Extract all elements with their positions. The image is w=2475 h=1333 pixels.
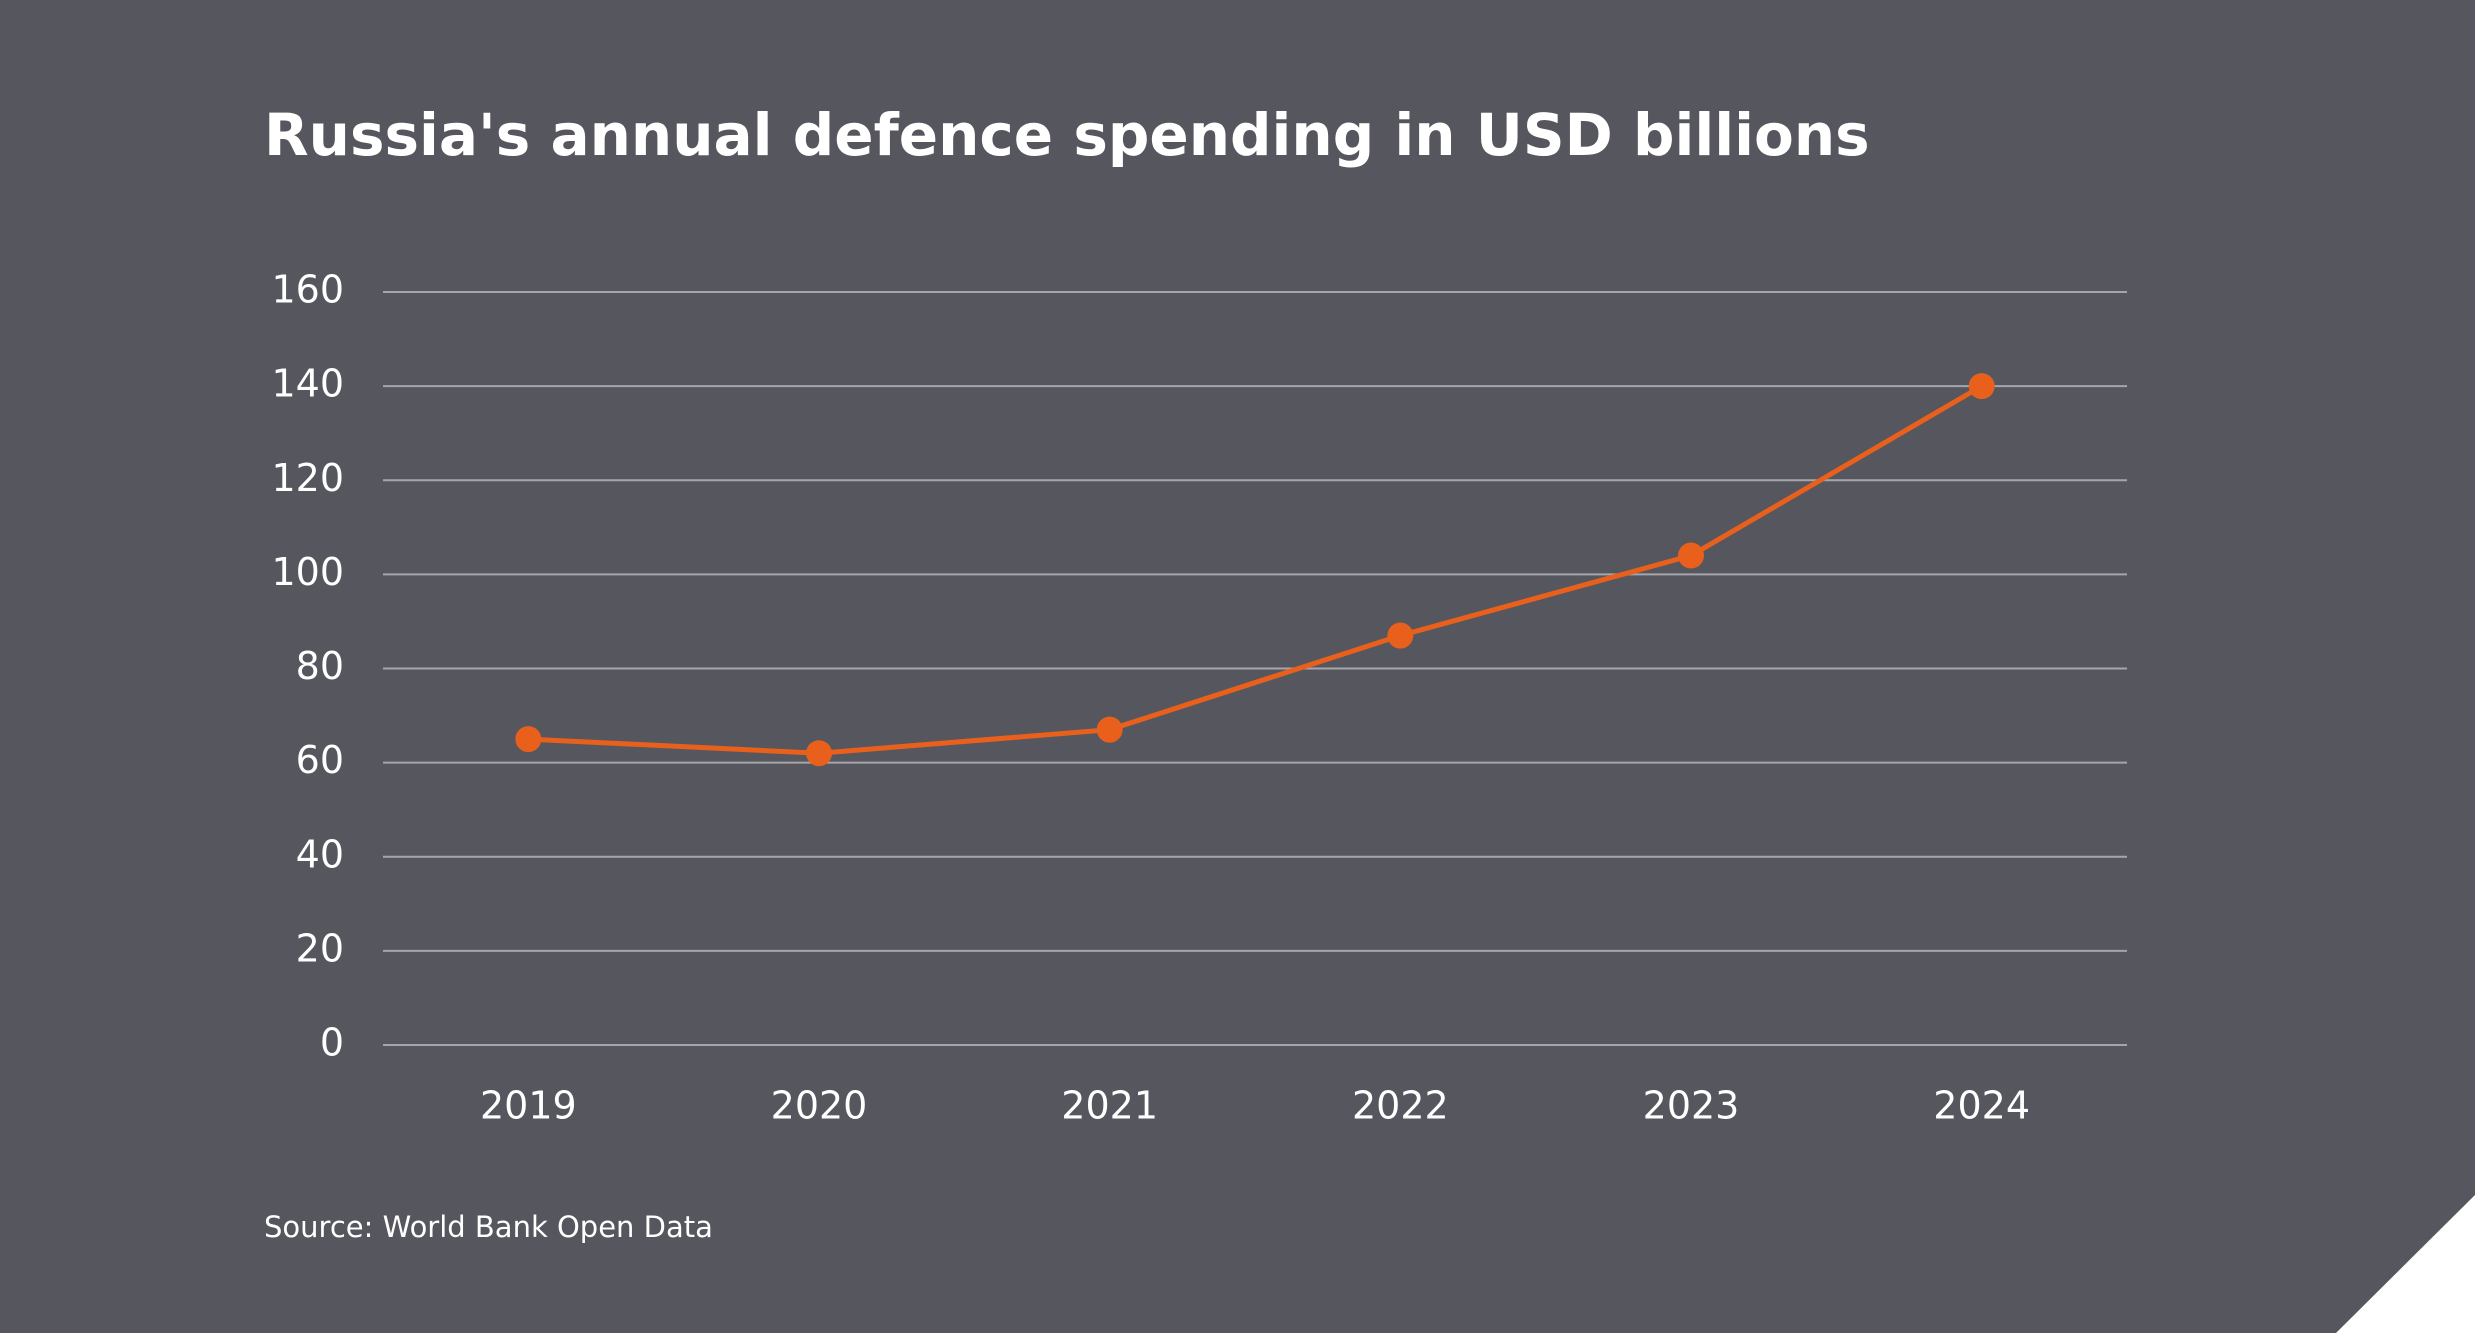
x-tick-label: 2020 bbox=[771, 1084, 868, 1128]
x-tick-label: 2021 bbox=[1061, 1084, 1158, 1128]
data-point bbox=[515, 726, 542, 753]
y-tick-label: 60 bbox=[296, 738, 344, 782]
data-point bbox=[1387, 622, 1414, 649]
data-point bbox=[1678, 542, 1704, 569]
x-tick-label: 2019 bbox=[480, 1084, 577, 1128]
y-tick-label: 40 bbox=[296, 832, 344, 876]
y-tick-label: 100 bbox=[271, 550, 344, 594]
x-tick-label: 2023 bbox=[1643, 1084, 1740, 1128]
y-tick-label: 140 bbox=[271, 362, 344, 406]
corner-cut bbox=[2336, 1195, 2475, 1333]
y-tick-label: 120 bbox=[271, 456, 344, 500]
y-tick-label: 160 bbox=[271, 268, 344, 312]
source-note: Source: World Bank Open Data bbox=[264, 1210, 713, 1244]
data-line bbox=[528, 383, 1983, 756]
chart-title: Russia's annual defence spending in USD … bbox=[264, 101, 1870, 169]
y-tick-label: 0 bbox=[320, 1021, 344, 1065]
data-point bbox=[1968, 373, 1995, 400]
x-tick-label: 2022 bbox=[1352, 1084, 1449, 1128]
y-tick-label: 20 bbox=[296, 926, 344, 970]
x-tick-label: 2024 bbox=[1933, 1084, 2030, 1128]
y-tick-label: 80 bbox=[296, 644, 344, 688]
data-point bbox=[1096, 716, 1123, 743]
data-point bbox=[806, 740, 832, 767]
